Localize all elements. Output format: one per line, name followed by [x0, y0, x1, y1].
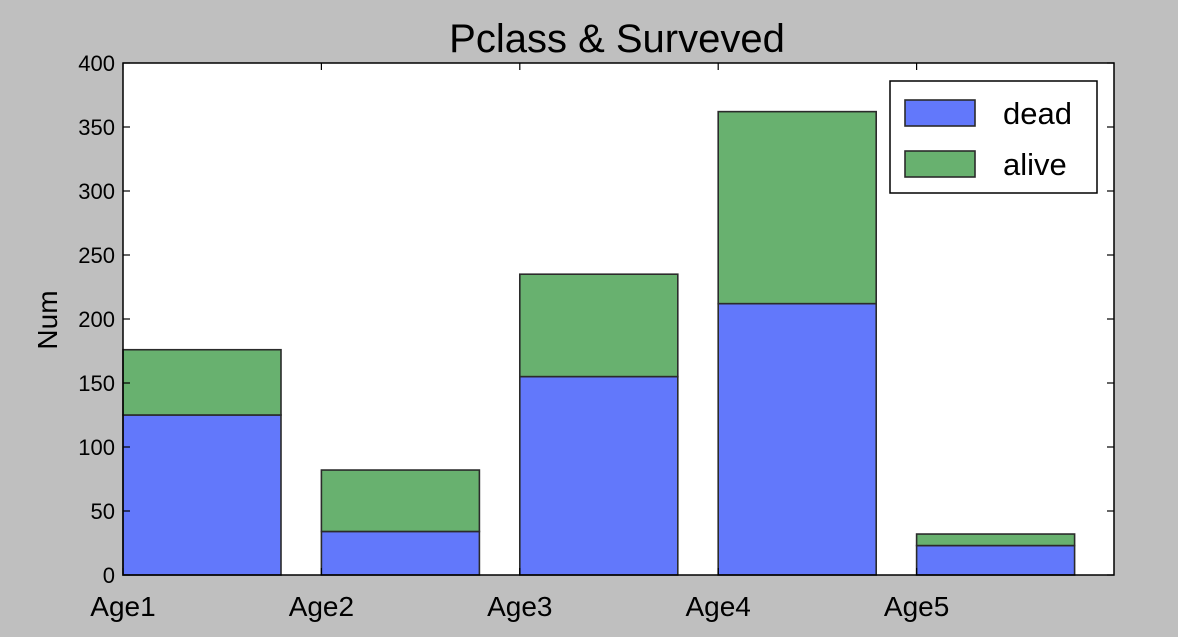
x-tick-label-age1: Age1	[90, 591, 155, 622]
y-tick-label: 300	[78, 179, 115, 204]
bar-dead-age1	[122, 414, 282, 576]
legend-label-dead: dead	[1003, 96, 1072, 131]
x-axis-ticks: Age1 Age2 Age3 Age4 Age5	[90, 63, 949, 622]
bar-alive-age5	[915, 533, 1076, 547]
legend-swatch-alive	[904, 150, 976, 178]
x-tick-label-age2: Age2	[289, 591, 354, 622]
legend: dead alive	[889, 80, 1098, 194]
y-tick-label: 50	[91, 499, 115, 524]
y-tick-label: 400	[78, 51, 115, 76]
y-axis-ticks: 0 50 100 150 200 250 300 350 400	[78, 51, 1114, 588]
y-axis-label: Num	[32, 290, 63, 349]
x-tick-label-age4: Age4	[685, 591, 750, 622]
bars-layer	[122, 110, 1076, 576]
plot-frame	[122, 62, 1115, 576]
bar-alive-age2	[320, 469, 481, 533]
bar-alive-age1	[122, 348, 282, 416]
y-tick-label: 350	[78, 115, 115, 140]
bar-dead-age5	[915, 544, 1076, 576]
y-tick-label: 250	[78, 243, 115, 268]
y-tick-label: 150	[78, 371, 115, 396]
legend-swatch-dead	[904, 99, 976, 127]
x-tick-label-age5: Age5	[884, 591, 949, 622]
bar-dead-age2	[320, 530, 481, 576]
y-tick-label: 100	[78, 435, 115, 460]
x-tick-label-age3: Age3	[487, 591, 552, 622]
bar-dead-age4	[717, 302, 878, 576]
bar-dead-age3	[518, 375, 679, 576]
chart-title: Pclass & Surveved	[449, 17, 785, 61]
bar-alive-age3	[518, 273, 679, 378]
y-tick-label: 200	[78, 307, 115, 332]
y-tick-label: 0	[103, 563, 115, 588]
legend-label-alive: alive	[1003, 147, 1067, 182]
bar-alive-age4	[717, 110, 878, 305]
